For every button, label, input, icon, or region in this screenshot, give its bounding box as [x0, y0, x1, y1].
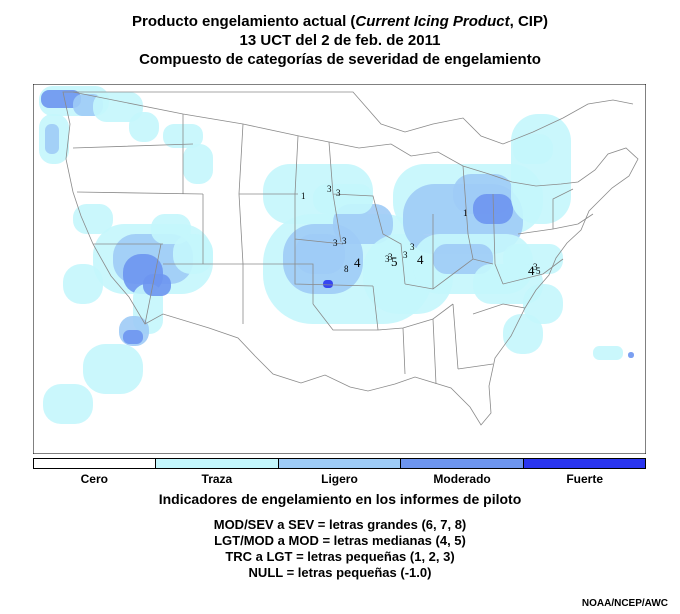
title-line-1: Producto engelamiento actual (Current Ic…	[132, 13, 548, 30]
pirep-key-line: TRC a LGT = letras pequeñas (1, 2, 3)	[225, 549, 455, 564]
us-outline	[62, 91, 639, 426]
pirep-heading: Indicadores de engelamiento en los infor…	[158, 491, 522, 507]
icing-area-traza	[511, 114, 571, 224]
canada-border	[73, 91, 634, 145]
icing-area-traza	[151, 214, 191, 244]
legend-label-traza: Traza	[201, 472, 233, 486]
icing-area-traza	[83, 344, 143, 394]
pirep-marker: 3	[333, 238, 338, 248]
pirep-marker: 3	[336, 188, 341, 198]
pirep-marker: 1	[301, 191, 306, 201]
icing-area-traza	[93, 92, 143, 122]
legend-swatch-cero	[34, 459, 157, 468]
pirep-key-line: LGT/MOD a MOD = letras medianas (4, 5)	[214, 533, 466, 548]
icing-area-moderado	[473, 194, 513, 224]
severity-legend	[33, 458, 646, 469]
icing-area-traza	[503, 314, 543, 354]
title-line-2: 13 UCT del 2 de feb. de 2011	[239, 32, 441, 49]
pirep-key-line: MOD/SEV a SEV = letras grandes (6, 7, 8)	[213, 517, 467, 532]
icing-area-ligero	[45, 124, 59, 154]
pirep-marker: 4	[417, 252, 424, 267]
pirep-marker: 3	[342, 236, 347, 246]
legend-swatch-fuerte	[523, 459, 646, 468]
legend-label-ligero: Ligero	[321, 472, 358, 486]
icing-area-traza	[513, 134, 553, 164]
credit-text: NOAA/NCEP/AWC	[581, 598, 668, 609]
state-line	[72, 114, 594, 385]
icing-area-traza	[523, 284, 563, 324]
pirep-marker: 3	[403, 250, 408, 260]
icing-area-traza	[129, 112, 159, 142]
icing-area-ligero	[433, 244, 493, 274]
icing-area-traza	[43, 384, 93, 424]
pirep-marker: 3	[533, 262, 538, 272]
pirep-marker: 5	[536, 266, 541, 276]
legend-swatch-moderado	[401, 459, 524, 468]
icing-area-moderado	[143, 274, 171, 296]
legend-label-moderado: Moderado	[433, 472, 491, 486]
legend-label-cero: Cero	[80, 472, 108, 486]
state-borders	[62, 91, 639, 426]
pirep-key-line: NULL = letras pequeñas (-1.0)	[248, 565, 432, 580]
icing-area-moderado	[123, 330, 143, 344]
pirep-marker: 3	[388, 252, 393, 262]
legend-labels: Cero Traza Ligero Moderado Fuerte	[33, 472, 646, 486]
title-line-3: Compuesto de categorías de severidad de …	[139, 51, 541, 68]
pirep-key: MOD/SEV a SEV = letras grandes (6, 7, 8)…	[0, 517, 680, 581]
pirep-marker: 8	[344, 264, 349, 274]
icing-area-traza	[63, 264, 103, 304]
icing-area-traza	[73, 204, 113, 234]
icing-area-fuerte	[323, 280, 333, 288]
pirep-marker: 3	[410, 242, 415, 252]
pirep-marker: 3	[327, 184, 332, 194]
pirep-marker: 5	[391, 254, 398, 269]
pirep-marker: 4	[528, 263, 535, 278]
icing-area-traza	[313, 184, 373, 214]
icing-area-moderado	[41, 90, 81, 108]
icing-area-traza	[593, 346, 623, 360]
icing-area-traza	[183, 144, 213, 184]
pirep-marker: 1	[463, 208, 468, 218]
legend-label-fuerte: Fuerte	[566, 472, 604, 486]
icing-area-moderado	[628, 352, 634, 358]
pirep-marker: 3	[385, 254, 390, 264]
legend-swatch-traza	[156, 459, 279, 468]
pirep-marker: 4	[354, 255, 361, 270]
legend-swatch-ligero	[278, 459, 402, 468]
